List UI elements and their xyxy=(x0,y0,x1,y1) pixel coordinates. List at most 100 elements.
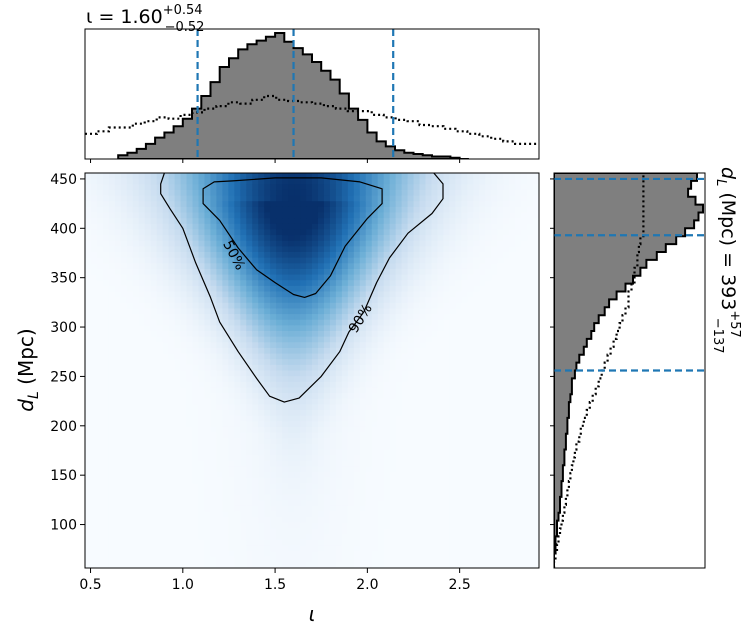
heatmap-cell xyxy=(395,455,403,462)
heatmap-cell xyxy=(419,331,427,338)
heatmap-cell xyxy=(347,302,355,310)
heatmap-cell xyxy=(210,460,218,468)
heatmap-cell xyxy=(126,511,134,518)
heatmap-cell xyxy=(132,302,140,310)
heatmap-cell xyxy=(162,314,170,321)
heatmap-cell xyxy=(120,223,128,231)
heatmap-cell xyxy=(461,325,468,332)
heatmap-cell xyxy=(240,302,247,310)
heatmap-cell xyxy=(503,511,510,518)
heatmap-cell xyxy=(329,201,337,208)
heatmap-cell xyxy=(449,483,456,490)
heatmap-cell xyxy=(114,319,122,326)
heatmap-cell xyxy=(90,364,98,372)
heatmap-cell xyxy=(234,359,241,366)
heatmap-cell xyxy=(150,443,158,451)
heatmap-cell xyxy=(150,421,158,428)
heatmap-cell xyxy=(395,325,403,332)
heatmap-cell xyxy=(132,297,140,304)
heatmap-cell xyxy=(359,173,367,180)
heatmap-cell xyxy=(120,460,128,468)
heatmap-cell xyxy=(449,381,456,389)
heatmap-cell xyxy=(503,297,510,304)
heatmap-cell xyxy=(449,257,456,264)
heatmap-cell xyxy=(90,556,98,563)
heatmap-cell xyxy=(282,347,289,355)
heatmap-cell xyxy=(85,235,92,242)
heatmap-cell xyxy=(497,460,504,468)
heatmap-cell xyxy=(503,449,510,456)
heatmap-cell xyxy=(401,308,409,315)
heatmap-cell xyxy=(144,342,152,349)
heatmap-cell xyxy=(186,460,194,468)
heatmap-cell xyxy=(150,376,158,383)
heatmap-cell xyxy=(264,302,271,310)
heatmap-cell xyxy=(192,285,200,293)
heatmap-cell xyxy=(479,381,486,389)
heatmap-cell xyxy=(497,528,504,535)
heatmap-cell xyxy=(407,325,415,332)
heatmap-cell xyxy=(479,370,486,377)
heatmap-cell xyxy=(491,189,498,197)
heatmap-cell xyxy=(85,274,92,281)
heatmap-cell xyxy=(347,438,355,445)
heatmap-cell xyxy=(497,466,504,473)
heatmap-cell xyxy=(246,342,253,349)
heatmap-cell xyxy=(102,268,110,276)
heatmap-cell xyxy=(395,314,403,321)
heatmap-cell xyxy=(371,545,379,552)
heatmap-cell xyxy=(162,206,170,214)
heatmap-cell xyxy=(419,494,427,501)
heatmap-cell xyxy=(329,184,337,191)
heatmap-cell xyxy=(120,206,128,214)
heatmap-cell xyxy=(216,302,223,310)
heatmap-cell xyxy=(198,218,206,225)
heatmap-cell xyxy=(443,443,450,451)
heatmap-cell xyxy=(389,302,397,310)
heatmap-cell xyxy=(168,331,176,338)
heatmap-cell xyxy=(204,246,212,253)
heatmap-cell xyxy=(401,291,409,298)
heatmap-cell xyxy=(192,393,200,400)
heatmap-cell xyxy=(132,240,140,247)
heatmap-cell xyxy=(323,539,331,547)
heatmap-cell xyxy=(276,201,283,208)
heatmap-cell xyxy=(383,460,391,468)
heatmap-cell xyxy=(174,291,182,298)
heatmap-cell xyxy=(276,370,283,377)
heatmap-cell xyxy=(461,291,468,298)
heatmap-cell xyxy=(467,280,474,287)
heatmap-cell xyxy=(270,201,277,208)
heatmap-cell xyxy=(306,280,313,287)
heatmap-cell xyxy=(407,297,415,304)
heatmap-cell xyxy=(317,257,325,264)
heatmap-cell xyxy=(108,189,116,197)
heatmap-cell xyxy=(312,522,319,530)
heatmap-cell xyxy=(138,376,146,383)
heatmap-cell xyxy=(216,370,223,377)
heatmap-cell xyxy=(252,410,259,417)
heatmap-cell xyxy=(204,274,212,281)
heatmap-cell xyxy=(228,477,235,484)
heatmap-cell xyxy=(210,387,218,394)
heatmap-cell xyxy=(228,195,235,202)
heatmap-cell xyxy=(234,477,241,484)
heatmap-cell xyxy=(102,353,110,360)
heatmap-cell xyxy=(300,359,307,366)
heatmap-cell xyxy=(455,494,462,501)
heatmap-cell xyxy=(431,347,439,355)
heatmap-cell xyxy=(407,291,415,298)
heatmap-cell xyxy=(300,522,307,530)
heatmap-cell xyxy=(180,336,188,343)
heatmap-cell xyxy=(461,443,468,451)
heatmap-cell xyxy=(240,173,247,180)
heatmap-cell xyxy=(347,206,355,214)
heatmap-cell xyxy=(240,257,247,264)
heatmap-cell xyxy=(341,483,349,490)
heatmap-cell xyxy=(294,195,301,202)
heatmap-cell xyxy=(204,410,212,417)
heatmap-cell xyxy=(449,325,456,332)
heatmap-cell xyxy=(168,246,176,253)
heatmap-cell xyxy=(120,432,128,439)
heatmap-cell xyxy=(389,319,397,326)
